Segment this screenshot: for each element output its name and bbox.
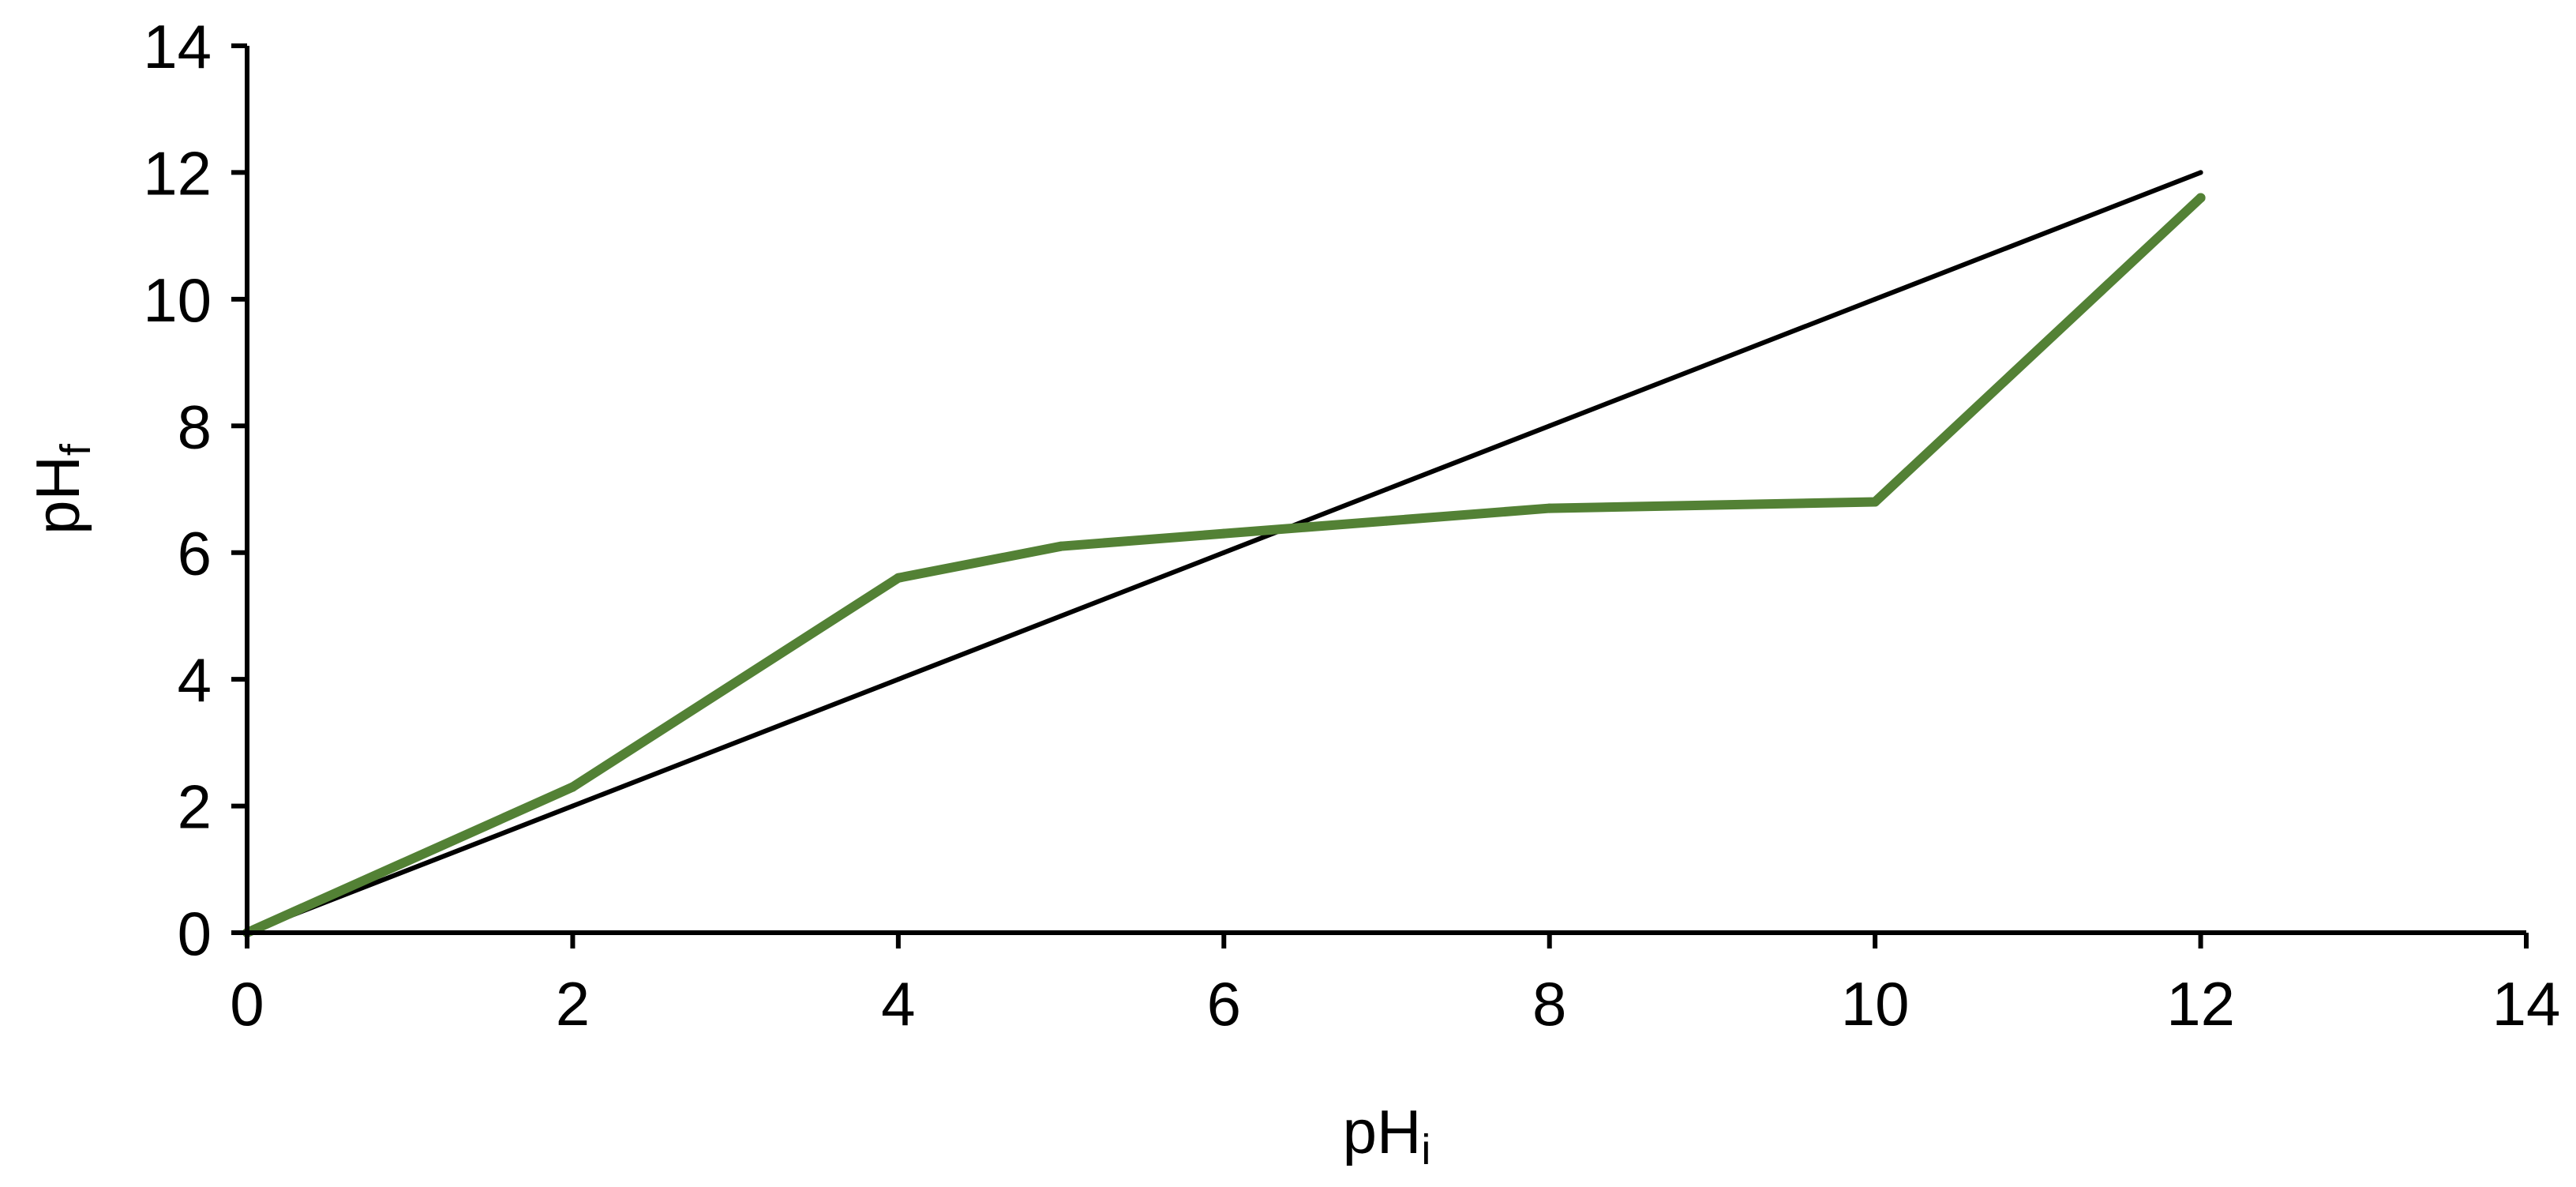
y-tick-label: 10 — [143, 265, 212, 335]
x-tick-label: 4 — [881, 969, 915, 1039]
y-axis-title: pHf — [23, 443, 99, 535]
x-axis-title-sub: i — [1421, 1126, 1430, 1174]
y-tick-label: 4 — [178, 645, 212, 715]
series-1-point — [2198, 170, 2203, 175]
x-axis-title: pHi — [1343, 1097, 1431, 1174]
y-axis-title-base: pH — [23, 456, 92, 535]
y-tick-label: 2 — [178, 772, 212, 842]
series-2-point — [568, 782, 578, 792]
y-tick-label: 0 — [178, 899, 212, 968]
ticks-layer: 0 2 4 6 8 10 12 14 0 2 4 6 8 10 12 14 — [143, 12, 2560, 1039]
y-tick-label: 12 — [143, 138, 212, 208]
series-2-point — [1382, 516, 1392, 526]
series-2-point — [1056, 541, 1067, 551]
x-tick-label: 8 — [1532, 969, 1566, 1039]
x-tick-label: 14 — [2492, 969, 2561, 1039]
x-tick-label: 10 — [1841, 969, 1910, 1039]
series-2-point — [2195, 193, 2206, 203]
y-axis-title-sub: f — [52, 443, 99, 456]
y-tick-label: 14 — [143, 12, 212, 81]
x-tick-label: 12 — [2166, 969, 2235, 1039]
series-2-point — [893, 573, 903, 583]
series-2-point — [1219, 528, 1229, 539]
series-1-point — [1384, 486, 1389, 492]
series-1-point — [570, 803, 576, 809]
series-1-point — [1221, 550, 1227, 555]
series-1-point — [1059, 613, 1064, 618]
series-1-point — [1873, 296, 1878, 302]
y-tick-label: 6 — [178, 519, 212, 588]
series-1-point — [1547, 423, 1552, 429]
series-2-point — [1544, 503, 1554, 513]
series-layer — [242, 170, 2206, 937]
x-tick-label: 2 — [556, 969, 590, 1039]
axes-layer — [245, 46, 2526, 935]
y-tick-label: 8 — [178, 392, 212, 461]
series-1-point — [895, 677, 901, 682]
series-2-point — [1870, 497, 1880, 507]
series-line-2 — [242, 193, 2206, 937]
x-axis-title-base: pH — [1343, 1097, 1422, 1166]
x-tick-label: 6 — [1207, 969, 1241, 1039]
x-tick-label: 0 — [230, 969, 264, 1039]
